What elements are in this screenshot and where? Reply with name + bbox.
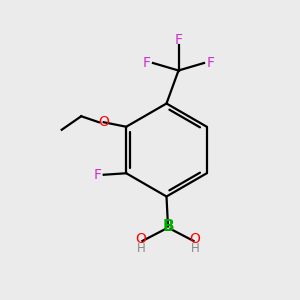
Text: F: F xyxy=(142,56,150,70)
Text: F: F xyxy=(175,33,183,46)
Text: O: O xyxy=(136,232,146,246)
Text: F: F xyxy=(207,56,214,70)
Text: H: H xyxy=(136,242,146,256)
Text: O: O xyxy=(190,232,200,246)
Text: O: O xyxy=(98,115,109,129)
Text: F: F xyxy=(93,168,101,182)
Text: B: B xyxy=(162,219,174,234)
Text: H: H xyxy=(190,242,200,256)
